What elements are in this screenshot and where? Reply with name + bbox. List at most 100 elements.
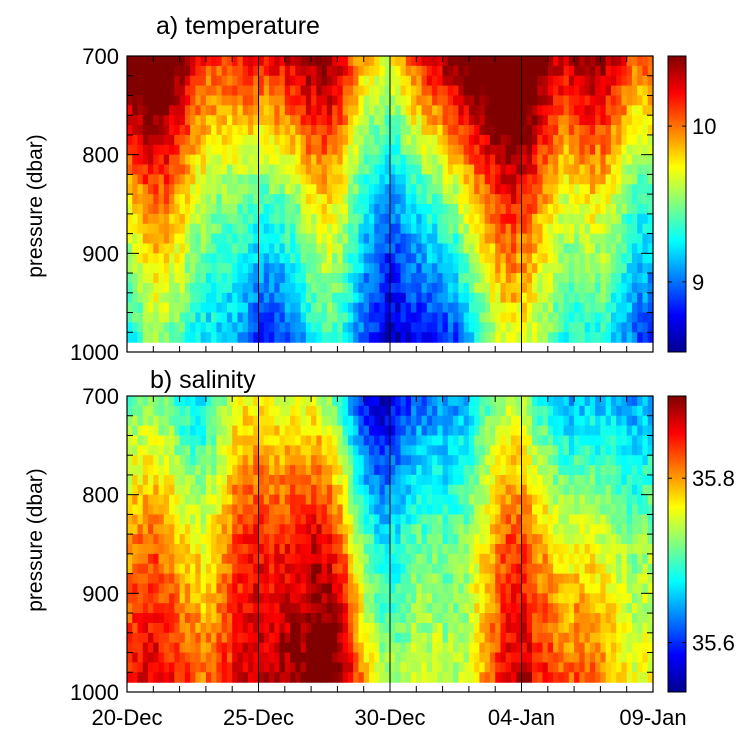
heatmap-cell xyxy=(374,544,380,554)
heatmap-cell xyxy=(422,623,428,633)
heatmap-cell xyxy=(269,303,275,313)
heatmap-cell xyxy=(337,603,343,613)
heatmap-cell xyxy=(306,204,312,214)
heatmap-cell xyxy=(285,184,291,194)
heatmap-cell xyxy=(537,332,543,342)
heatmap-cell xyxy=(437,332,443,342)
heatmap-cell xyxy=(469,396,475,406)
heatmap-cell xyxy=(374,672,380,682)
heatmap-cell xyxy=(548,115,554,125)
heatmap-cell xyxy=(243,303,249,313)
heatmap-cell xyxy=(322,105,328,115)
heatmap-cell xyxy=(148,214,154,224)
heatmap-cell xyxy=(464,524,470,534)
heatmap-cell xyxy=(138,273,144,283)
heatmap-cell xyxy=(422,194,428,204)
heatmap-cell xyxy=(306,426,312,436)
heatmap-cell xyxy=(474,653,480,663)
heatmap-cell xyxy=(259,224,265,234)
heatmap-cell xyxy=(637,303,643,313)
heatmap-cell xyxy=(443,194,449,204)
heatmap-cell xyxy=(485,623,491,633)
heatmap-cell xyxy=(248,465,254,475)
heatmap-cell xyxy=(532,332,538,342)
heatmap-cell xyxy=(132,465,138,475)
heatmap-cell xyxy=(642,224,648,234)
heatmap-cell xyxy=(406,283,412,293)
heatmap-cell xyxy=(164,66,170,76)
heatmap-cell xyxy=(295,293,301,303)
heatmap-cell xyxy=(416,135,422,145)
heatmap-cell xyxy=(264,583,270,593)
heatmap-cell xyxy=(458,416,464,426)
heatmap-cell xyxy=(227,416,233,426)
heatmap-cell xyxy=(185,445,191,455)
heatmap-cell xyxy=(216,583,222,593)
heatmap-cell xyxy=(422,406,428,416)
heatmap-cell xyxy=(211,253,217,263)
heatmap-cell xyxy=(437,495,443,505)
heatmap-cell xyxy=(295,465,301,475)
heatmap-cell xyxy=(369,273,375,283)
heatmap-cell xyxy=(443,115,449,125)
heatmap-cell xyxy=(401,125,407,135)
heatmap-cell xyxy=(222,155,228,165)
heatmap-cell xyxy=(427,56,433,66)
heatmap-cell xyxy=(227,633,233,643)
heatmap-cell xyxy=(227,672,233,682)
heatmap-cell xyxy=(379,332,385,342)
heatmap-cell xyxy=(358,293,364,303)
heatmap-cell xyxy=(579,184,585,194)
heatmap-cell xyxy=(148,293,154,303)
heatmap-cell xyxy=(474,623,480,633)
heatmap-cell xyxy=(180,174,186,184)
heatmap-cell xyxy=(527,273,533,283)
heatmap-cell xyxy=(132,475,138,485)
heatmap-cell xyxy=(527,214,533,224)
heatmap-cell xyxy=(153,303,159,313)
heatmap-cell xyxy=(495,135,501,145)
heatmap-cell xyxy=(201,263,207,273)
heatmap-cell xyxy=(222,564,228,574)
heatmap-cell xyxy=(337,406,343,416)
heatmap-cell xyxy=(458,643,464,653)
heatmap-cell xyxy=(153,643,159,653)
heatmap-cell xyxy=(374,56,380,66)
heatmap-cell xyxy=(311,125,317,135)
heatmap-cell xyxy=(532,145,538,155)
heatmap-cell xyxy=(195,313,201,323)
heatmap-cell xyxy=(606,322,612,332)
heatmap-cell xyxy=(548,145,554,155)
heatmap-cell xyxy=(600,66,606,76)
heatmap-cell xyxy=(185,534,191,544)
heatmap-cell xyxy=(185,263,191,273)
heatmap-cell xyxy=(358,406,364,416)
heatmap-cell xyxy=(432,495,438,505)
heatmap-cell xyxy=(195,435,201,445)
heatmap-cell xyxy=(322,174,328,184)
heatmap-cell xyxy=(427,332,433,342)
heatmap-cell xyxy=(332,204,338,214)
heatmap-cell xyxy=(427,313,433,323)
heatmap-cell xyxy=(637,125,643,135)
heatmap-cell xyxy=(590,56,596,66)
heatmap-cell xyxy=(295,455,301,465)
heatmap-cell xyxy=(390,322,396,332)
heatmap-cell xyxy=(390,115,396,125)
heatmap-cell xyxy=(616,303,622,313)
heatmap-cell xyxy=(627,145,633,155)
heatmap-cell xyxy=(358,105,364,115)
heatmap-cell xyxy=(390,76,396,86)
heatmap-cell xyxy=(574,283,580,293)
heatmap-cell xyxy=(369,155,375,165)
heatmap-cell xyxy=(174,95,180,105)
heatmap-cell xyxy=(479,603,485,613)
heatmap-cell xyxy=(348,105,354,115)
heatmap-cell xyxy=(401,564,407,574)
heatmap-cell xyxy=(285,155,291,165)
heatmap-cell xyxy=(164,524,170,534)
heatmap-cell xyxy=(411,313,417,323)
heatmap-cell xyxy=(206,273,212,283)
heatmap-cell xyxy=(411,174,417,184)
heatmap-cell xyxy=(237,534,243,544)
